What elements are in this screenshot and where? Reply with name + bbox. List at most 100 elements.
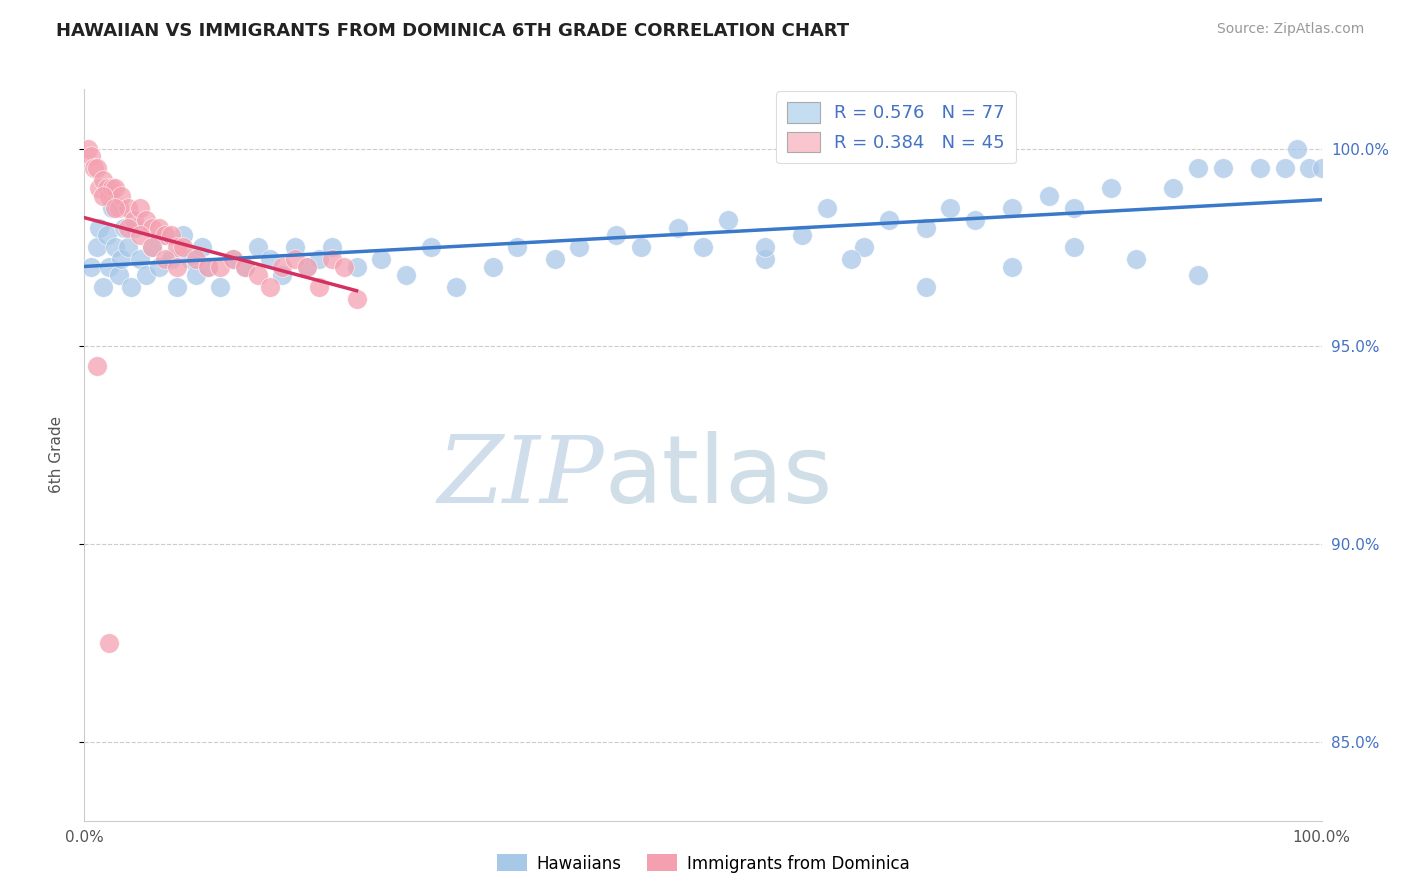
Point (100, 201, 122, 215)
Point (222, 252, 245, 267)
Point (1001, 260, 1024, 274)
Point (295, 260, 318, 274)
Text: ZIP: ZIP (437, 432, 605, 522)
Point (1212, 161, 1234, 176)
Point (153, 228, 176, 243)
Point (877, 212, 900, 227)
Point (110, 189, 132, 203)
Point (104, 240, 127, 254)
Point (1063, 240, 1085, 254)
Point (96, 181, 118, 195)
Legend: R = 0.576   N = 77, R = 0.384   N = 45: R = 0.576 N = 77, R = 0.384 N = 45 (776, 91, 1015, 163)
Point (77, 141, 100, 155)
Point (370, 252, 392, 267)
Point (246, 268, 269, 282)
Point (1099, 181, 1122, 195)
Point (98, 636, 121, 650)
Point (605, 228, 627, 243)
Point (308, 252, 330, 267)
Point (419, 240, 441, 254)
Point (1310, 161, 1333, 176)
Point (395, 268, 418, 282)
Point (110, 252, 132, 267)
Point (129, 228, 152, 243)
Point (122, 212, 145, 227)
Point (197, 260, 219, 274)
Point (104, 181, 127, 195)
Point (141, 220, 163, 235)
Point (86, 359, 108, 373)
Point (790, 228, 813, 243)
Point (141, 240, 163, 254)
Point (717, 212, 740, 227)
Point (83, 161, 105, 176)
Point (91, 280, 114, 294)
Point (815, 201, 838, 215)
Point (148, 260, 170, 274)
Point (333, 260, 356, 274)
Point (506, 240, 529, 254)
Point (222, 252, 245, 267)
Point (191, 240, 214, 254)
Point (284, 240, 307, 254)
Point (444, 280, 467, 294)
Point (122, 220, 145, 235)
Point (246, 240, 269, 254)
Point (153, 228, 176, 243)
Point (153, 252, 176, 267)
Point (754, 240, 776, 254)
Point (209, 260, 232, 274)
Y-axis label: 6th Grade: 6th Grade (49, 417, 63, 493)
Legend: Hawaiians, Immigrants from Dominica: Hawaiians, Immigrants from Dominica (489, 847, 917, 880)
Point (79, 149, 101, 163)
Point (160, 252, 183, 267)
Point (271, 260, 294, 274)
Point (346, 292, 368, 306)
Point (179, 252, 201, 267)
Point (172, 240, 194, 254)
Point (852, 240, 875, 254)
Point (209, 280, 232, 294)
Point (1161, 181, 1184, 195)
Text: Source: ZipAtlas.com: Source: ZipAtlas.com (1216, 22, 1364, 37)
Point (1187, 161, 1209, 176)
Point (568, 240, 591, 254)
Point (98, 189, 121, 203)
Point (166, 240, 188, 254)
Point (108, 268, 131, 282)
Point (321, 240, 343, 254)
Point (117, 240, 139, 254)
Point (135, 268, 157, 282)
Point (1063, 201, 1085, 215)
Point (1001, 201, 1024, 215)
Point (91, 173, 114, 187)
Point (89, 220, 111, 235)
Point (1298, 161, 1320, 176)
Point (295, 260, 318, 274)
Point (321, 252, 343, 267)
Point (259, 280, 281, 294)
Point (117, 201, 139, 215)
Point (104, 201, 127, 215)
Point (117, 220, 139, 235)
Point (89, 181, 111, 195)
Point (271, 268, 294, 282)
Point (86, 240, 108, 254)
Point (939, 201, 962, 215)
Point (135, 212, 157, 227)
Point (1249, 161, 1271, 176)
Text: atlas: atlas (605, 431, 832, 523)
Point (86, 161, 108, 176)
Text: HAWAIIAN VS IMMIGRANTS FROM DOMINICA 6TH GRADE CORRELATION CHART: HAWAIIAN VS IMMIGRANTS FROM DOMINICA 6TH… (56, 22, 849, 40)
Point (1285, 141, 1308, 155)
Point (1125, 252, 1147, 267)
Point (184, 252, 207, 267)
Point (100, 181, 122, 195)
Point (184, 268, 207, 282)
Point (284, 252, 307, 267)
Point (1038, 189, 1060, 203)
Point (166, 260, 188, 274)
Point (965, 212, 987, 227)
Point (914, 280, 936, 294)
Point (259, 252, 281, 267)
